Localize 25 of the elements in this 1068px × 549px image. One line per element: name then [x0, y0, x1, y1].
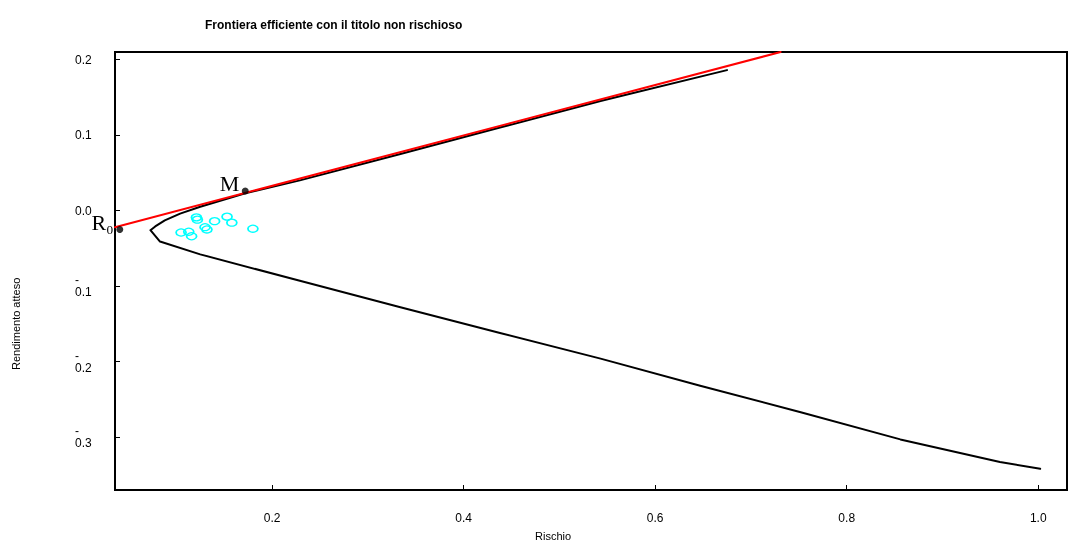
y-tick-label: 0.2 [75, 52, 93, 67]
point [241, 187, 249, 195]
point [183, 227, 195, 236]
x-tick-label: 0.6 [646, 511, 664, 525]
point [208, 216, 221, 226]
y-tick-label: - 0.1 [75, 273, 93, 300]
x-tick-label: 0.2 [263, 511, 281, 525]
x-tick-label: 1.0 [1029, 511, 1047, 525]
point [226, 218, 238, 227]
y-tick-label: - 0.2 [75, 348, 93, 375]
y-tick-label: - 0.3 [75, 424, 93, 451]
y-tick-label: 0.1 [75, 128, 93, 143]
point [247, 224, 259, 233]
annotation: M [219, 171, 240, 197]
point [175, 228, 187, 237]
point [116, 225, 124, 233]
x-tick-label: 0.4 [455, 511, 473, 525]
x-tick-label: 0.8 [838, 511, 856, 525]
annotation: R₀ [91, 209, 114, 235]
x-axis-title: Rischio [535, 529, 572, 542]
y-tick-label: 0.0 [75, 203, 93, 218]
point [221, 212, 233, 221]
line-series [149, 69, 1042, 470]
chart-title: Frontiera efficiente con il titolo non rischioso [205, 18, 463, 32]
y-axis-title: Rendimento atteso [9, 277, 22, 370]
